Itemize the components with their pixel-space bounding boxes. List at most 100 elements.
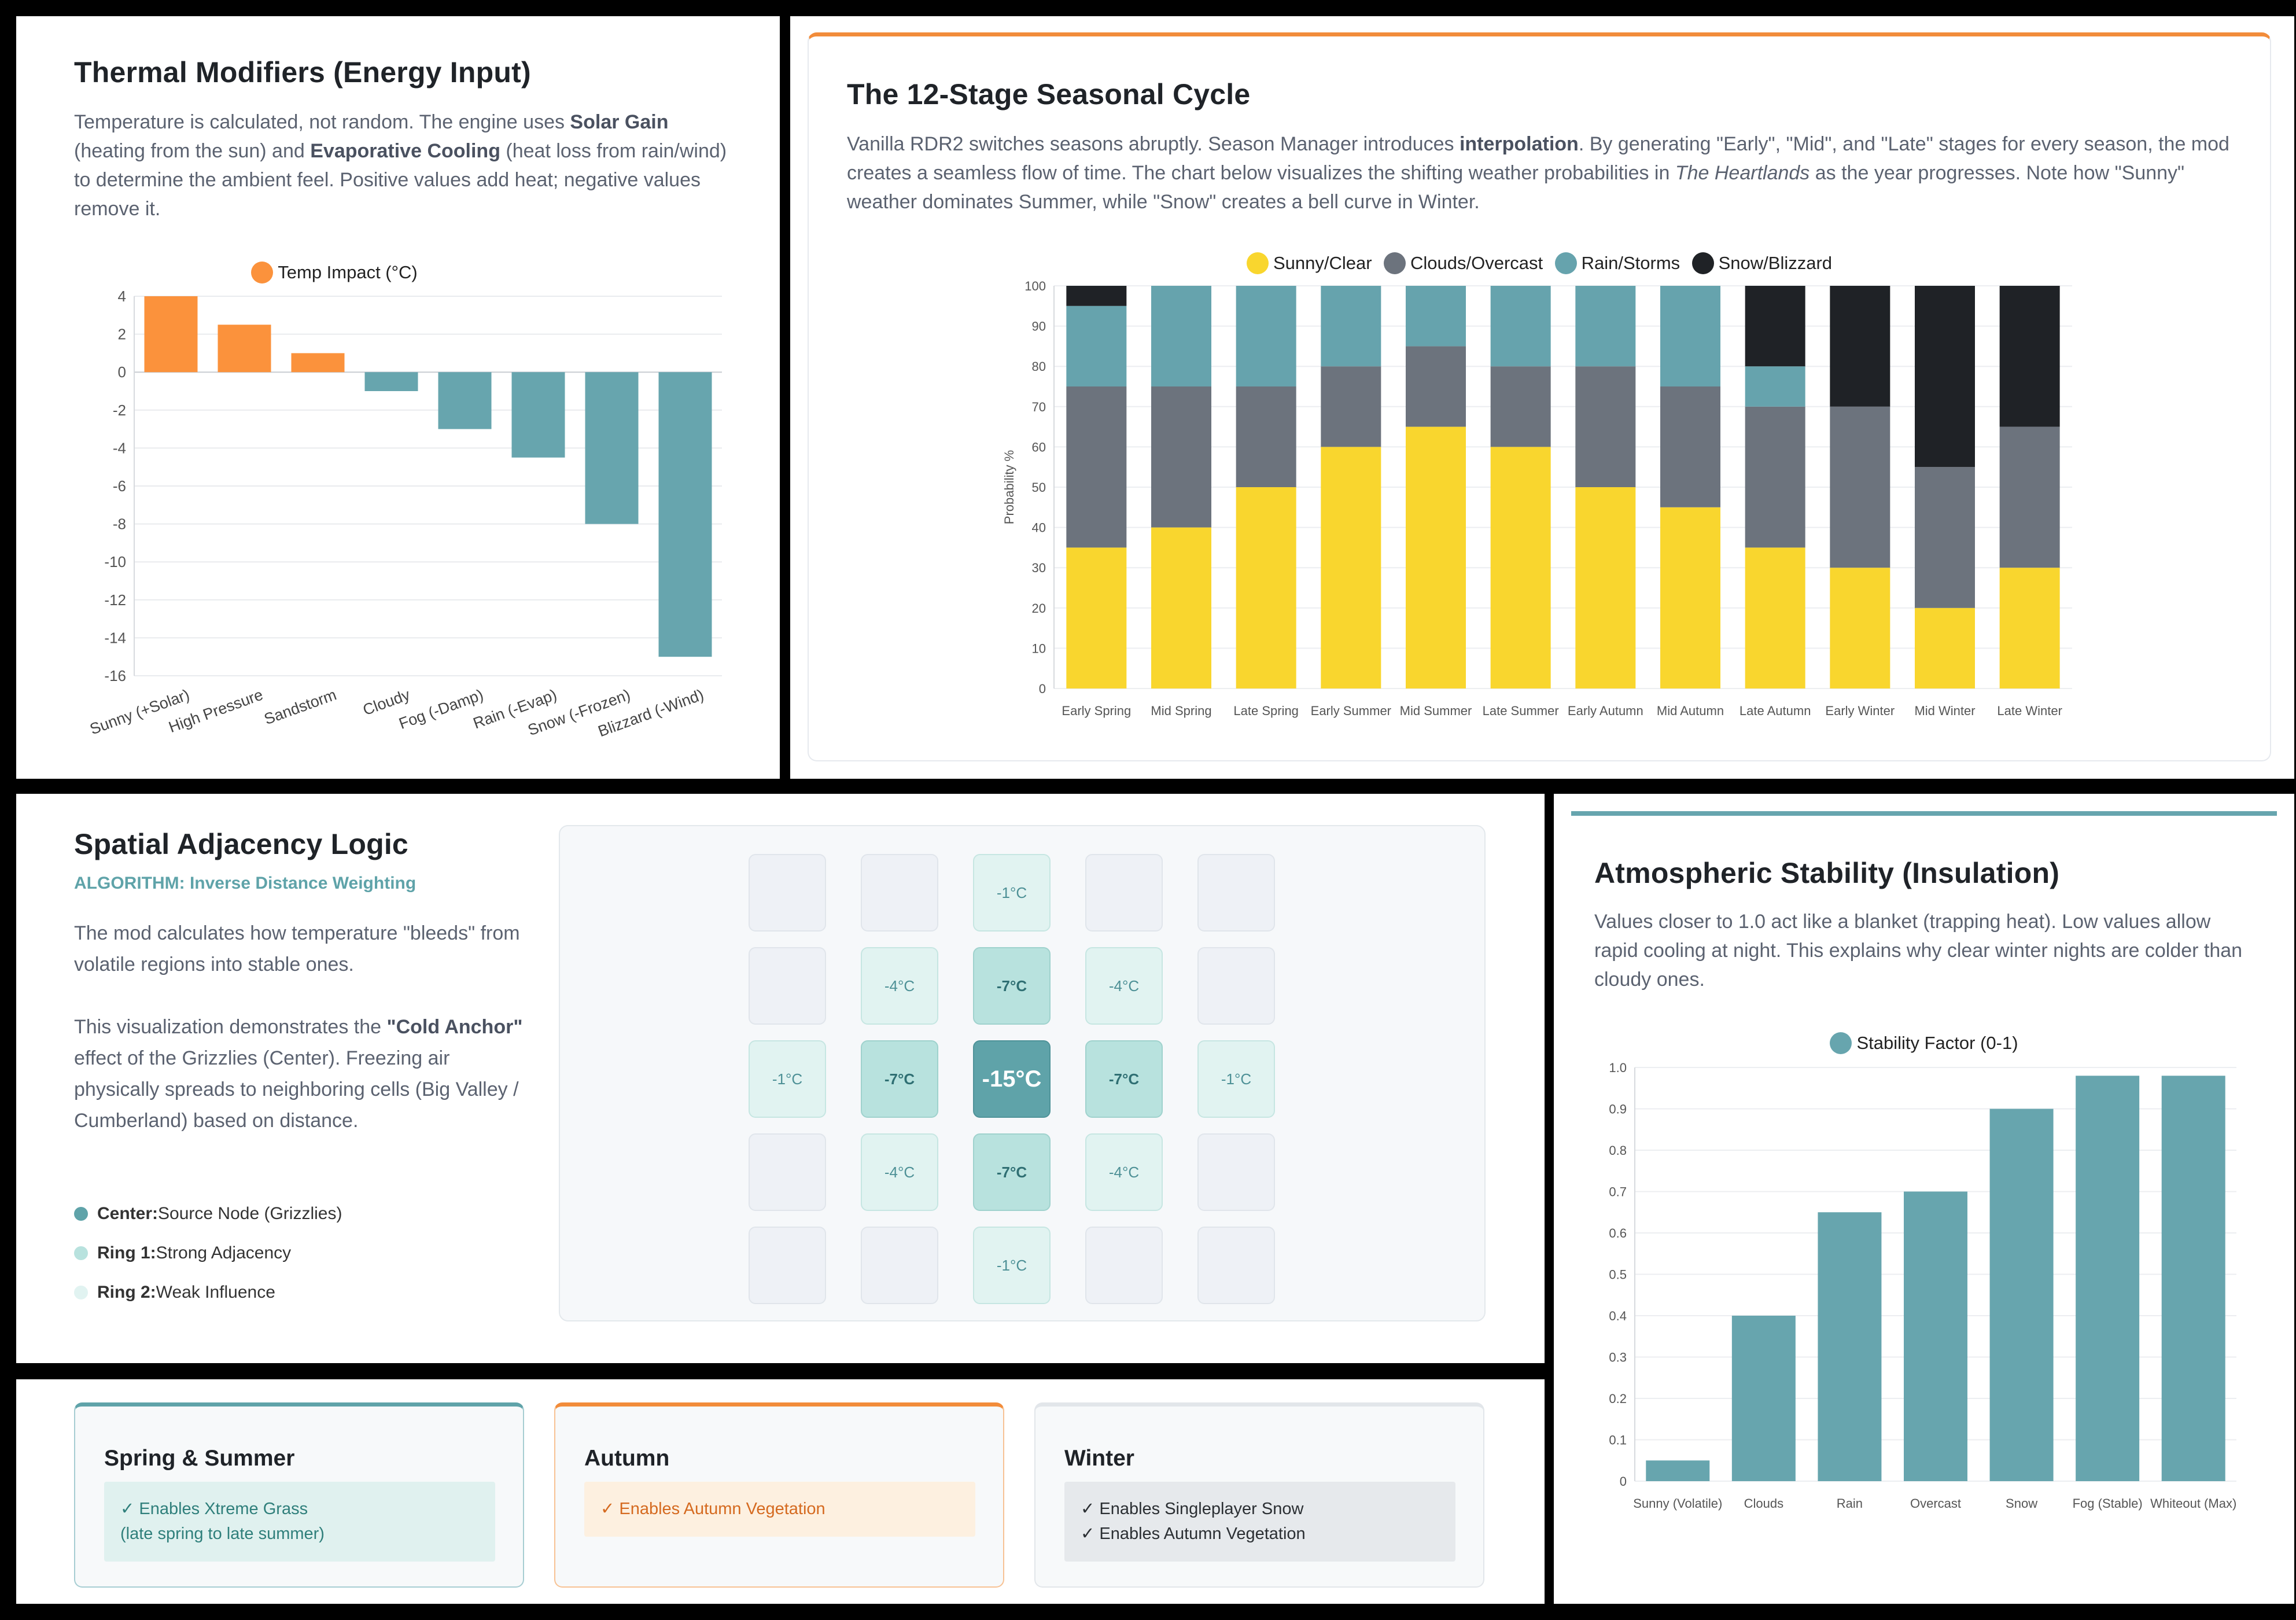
bar-segment xyxy=(1066,286,1127,306)
feature-line: ✓ Enables Autumn Vegetation xyxy=(1081,1525,1306,1543)
stability-legend: Stability Factor (0-1) xyxy=(1554,1032,2294,1057)
y-tick-label: 0.4 xyxy=(1609,1309,1627,1323)
legend-dot xyxy=(74,1286,88,1299)
x-tick-label: Late Winter xyxy=(1997,704,2062,718)
y-tick-label: 4 xyxy=(118,288,126,305)
x-tick-label: Early Spring xyxy=(1062,704,1131,718)
y-tick-label: -12 xyxy=(104,591,126,609)
y-tick-label: 0 xyxy=(1620,1474,1627,1489)
grid-cell: -4°C xyxy=(1085,1133,1163,1211)
bar xyxy=(291,353,345,373)
stability-description: Values closer to 1.0 act like a blanket … xyxy=(1594,911,2243,991)
y-tick-label: 0.7 xyxy=(1609,1185,1627,1199)
legend-stability: Stability Factor (0-1) xyxy=(1830,1032,2018,1054)
x-tick-label: Mid Autumn xyxy=(1657,704,1724,718)
bar-segment xyxy=(1575,487,1636,689)
bar-segment xyxy=(1660,507,1720,689)
bar-segment xyxy=(1236,386,1296,487)
x-tick-label: Rain xyxy=(1837,1496,1863,1511)
bar xyxy=(1731,1316,1796,1481)
bar-segment xyxy=(1999,568,2060,689)
thermal-title: Thermal Modifiers (Energy Input) xyxy=(74,56,531,89)
legend-swatch xyxy=(251,262,274,284)
card-title: Winter xyxy=(1064,1446,1134,1471)
seasonal-panel: The 12-Stage Seasonal Cycle Vanilla RDR2… xyxy=(790,16,2294,779)
legend-clouds: Clouds/Overcast xyxy=(1384,252,1543,274)
y-tick-label: 20 xyxy=(1032,601,1046,616)
bar-segment xyxy=(1830,568,1890,689)
x-tick-label: Mid Winter xyxy=(1914,704,1975,718)
y-tick-label: 2 xyxy=(118,326,126,343)
bar xyxy=(658,372,712,657)
card-features: ✓ Enables Singleplayer Snow ✓ Enables Au… xyxy=(1064,1482,1455,1562)
y-tick-label: -8 xyxy=(113,516,126,533)
y-tick-label: 0.3 xyxy=(1609,1350,1627,1365)
y-tick-label: 70 xyxy=(1032,400,1046,414)
x-tick-label: Fog (Stable) xyxy=(2073,1496,2143,1511)
grid-cell: -7°C xyxy=(861,1040,938,1118)
grid-cell xyxy=(749,1227,826,1304)
bar-segment xyxy=(1575,366,1636,487)
bar xyxy=(144,296,198,373)
y-tick-label: 90 xyxy=(1032,319,1046,334)
bar-segment xyxy=(1830,286,1890,407)
y-tick-label: 0.2 xyxy=(1609,1391,1627,1406)
feature-line: (late spring to late summer) xyxy=(120,1525,325,1543)
card-spring-summer: Spring & Summer ✓ Enables Xtreme Grass (… xyxy=(74,1402,524,1588)
y-tick-label: 60 xyxy=(1032,440,1046,454)
y-tick-label: 30 xyxy=(1032,561,1046,575)
y-tick-label: 0 xyxy=(1039,682,1046,696)
legend-swatch xyxy=(1830,1032,1852,1054)
x-tick-label: Early Autumn xyxy=(1568,704,1643,718)
bar-segment xyxy=(1406,426,1466,689)
x-tick-label: Late Spring xyxy=(1233,704,1299,718)
spatial-description: The mod calculates how temperature "blee… xyxy=(74,922,523,1132)
bar-segment xyxy=(1490,447,1551,689)
thermal-panel: Thermal Modifiers (Energy Input) Tempera… xyxy=(16,16,780,779)
x-tick-label: Overcast xyxy=(1910,1496,1961,1511)
bar-segment xyxy=(1236,286,1296,386)
bar-segment xyxy=(1406,286,1466,347)
x-tick-label: Mid Spring xyxy=(1151,704,1211,718)
bar-segment xyxy=(1830,406,1890,568)
grid-cell: -4°C xyxy=(861,947,938,1025)
season-cards-panel: Spring & Summer ✓ Enables Xtreme Grass (… xyxy=(16,1379,1545,1604)
y-tick-label: -6 xyxy=(113,477,126,495)
x-tick-label: Fog (-Damp) xyxy=(396,686,485,732)
y-tick-label: 0.9 xyxy=(1609,1102,1627,1117)
bar xyxy=(511,372,565,458)
x-tick-label: Sandstorm xyxy=(262,686,339,728)
grid-cell: -1°C xyxy=(749,1040,826,1118)
y-tick-label: 80 xyxy=(1032,359,1046,374)
x-tick-label: Clouds xyxy=(1744,1496,1783,1511)
legend-swatch xyxy=(1384,252,1406,274)
feature-line: ✓ Enables Xtreme Grass xyxy=(120,1500,308,1518)
bar xyxy=(1989,1109,2054,1481)
thermal-legend: Temp Impact (°C) xyxy=(16,262,653,286)
bar-segment xyxy=(1066,386,1127,548)
spatial-title: Spatial Adjacency Logic xyxy=(74,828,408,860)
y-tick-label: 1.0 xyxy=(1609,1061,1627,1075)
y-tick-label: -4 xyxy=(113,439,126,456)
grid-cell: -1°C xyxy=(1197,1040,1275,1118)
y-tick-label: 10 xyxy=(1032,641,1046,656)
bar-segment xyxy=(1490,366,1551,447)
bar-segment xyxy=(1321,366,1381,447)
bar-segment xyxy=(1151,527,1211,689)
y-axis-label: Probability % xyxy=(1002,450,1016,524)
spatial-legend: Center: Source Node (Grizzlies) Ring 1: St… xyxy=(74,1194,342,1312)
bar-segment xyxy=(1151,386,1211,528)
x-tick-label: Early Winter xyxy=(1825,704,1895,718)
legend-swatch xyxy=(1246,252,1269,274)
bar xyxy=(585,372,639,524)
y-tick-label: 40 xyxy=(1032,521,1046,535)
grid-cell: -1°C xyxy=(973,854,1051,932)
x-tick-label: Sunny (Volatile) xyxy=(1633,1496,1722,1511)
y-tick-label: -2 xyxy=(113,402,126,419)
grid-cell: -4°C xyxy=(1085,947,1163,1025)
grid-cell xyxy=(861,854,938,932)
grid-cell xyxy=(1085,1227,1163,1304)
bar-segment xyxy=(1745,547,1805,689)
bar-segment xyxy=(1236,487,1296,689)
bar xyxy=(2161,1076,2225,1481)
